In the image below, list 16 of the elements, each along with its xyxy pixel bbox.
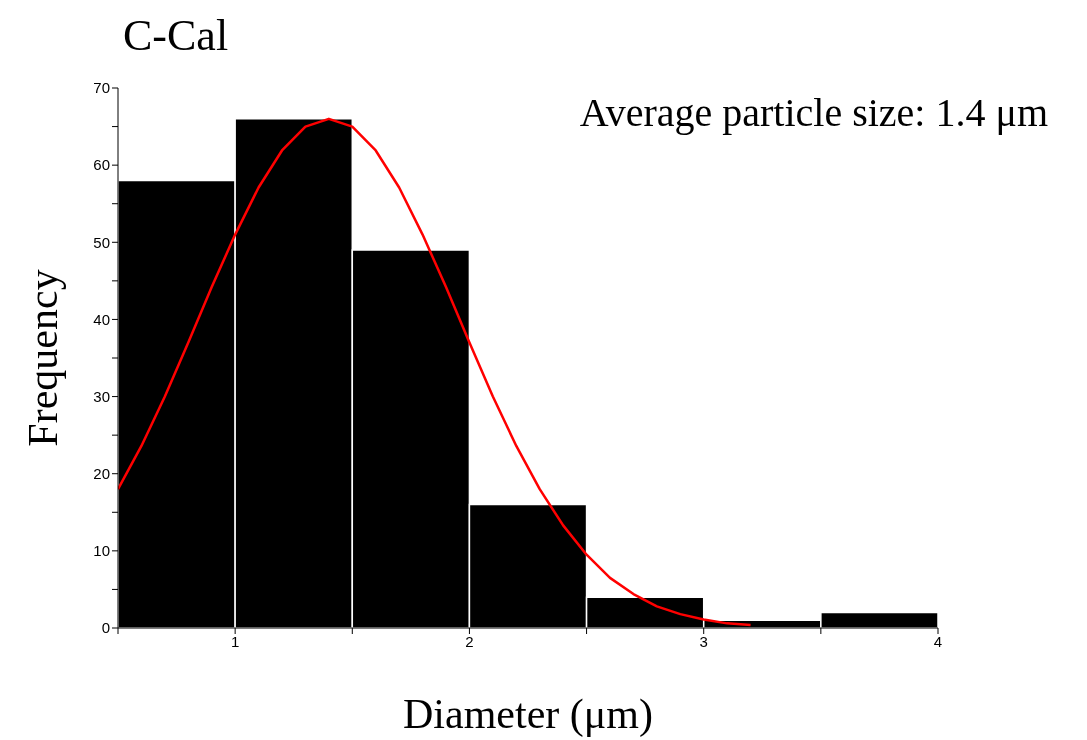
y-tick-label: 40 xyxy=(93,310,110,328)
y-tick-label: 0 xyxy=(101,619,110,637)
y-tick-label: 30 xyxy=(93,387,110,405)
x-tick-label: 1 xyxy=(230,632,240,650)
x-tick-label: 4 xyxy=(933,632,943,650)
y-tick-label: 20 xyxy=(93,465,110,483)
x-tick-label: 3 xyxy=(699,632,708,650)
y-tick-label: 70 xyxy=(93,79,110,97)
annotation: Average particle size: 1.4 μm xyxy=(579,90,1048,136)
x-axis-title: Diameter (μm) xyxy=(403,691,653,738)
y-axis-title: Frequency xyxy=(19,269,66,447)
y-tick-label: 50 xyxy=(93,233,110,251)
x-tick-label: 2 xyxy=(465,632,474,650)
chart-title: C-Cal xyxy=(123,10,229,62)
y-tick-label: 10 xyxy=(93,542,110,560)
y-tick-label: 60 xyxy=(93,156,110,174)
